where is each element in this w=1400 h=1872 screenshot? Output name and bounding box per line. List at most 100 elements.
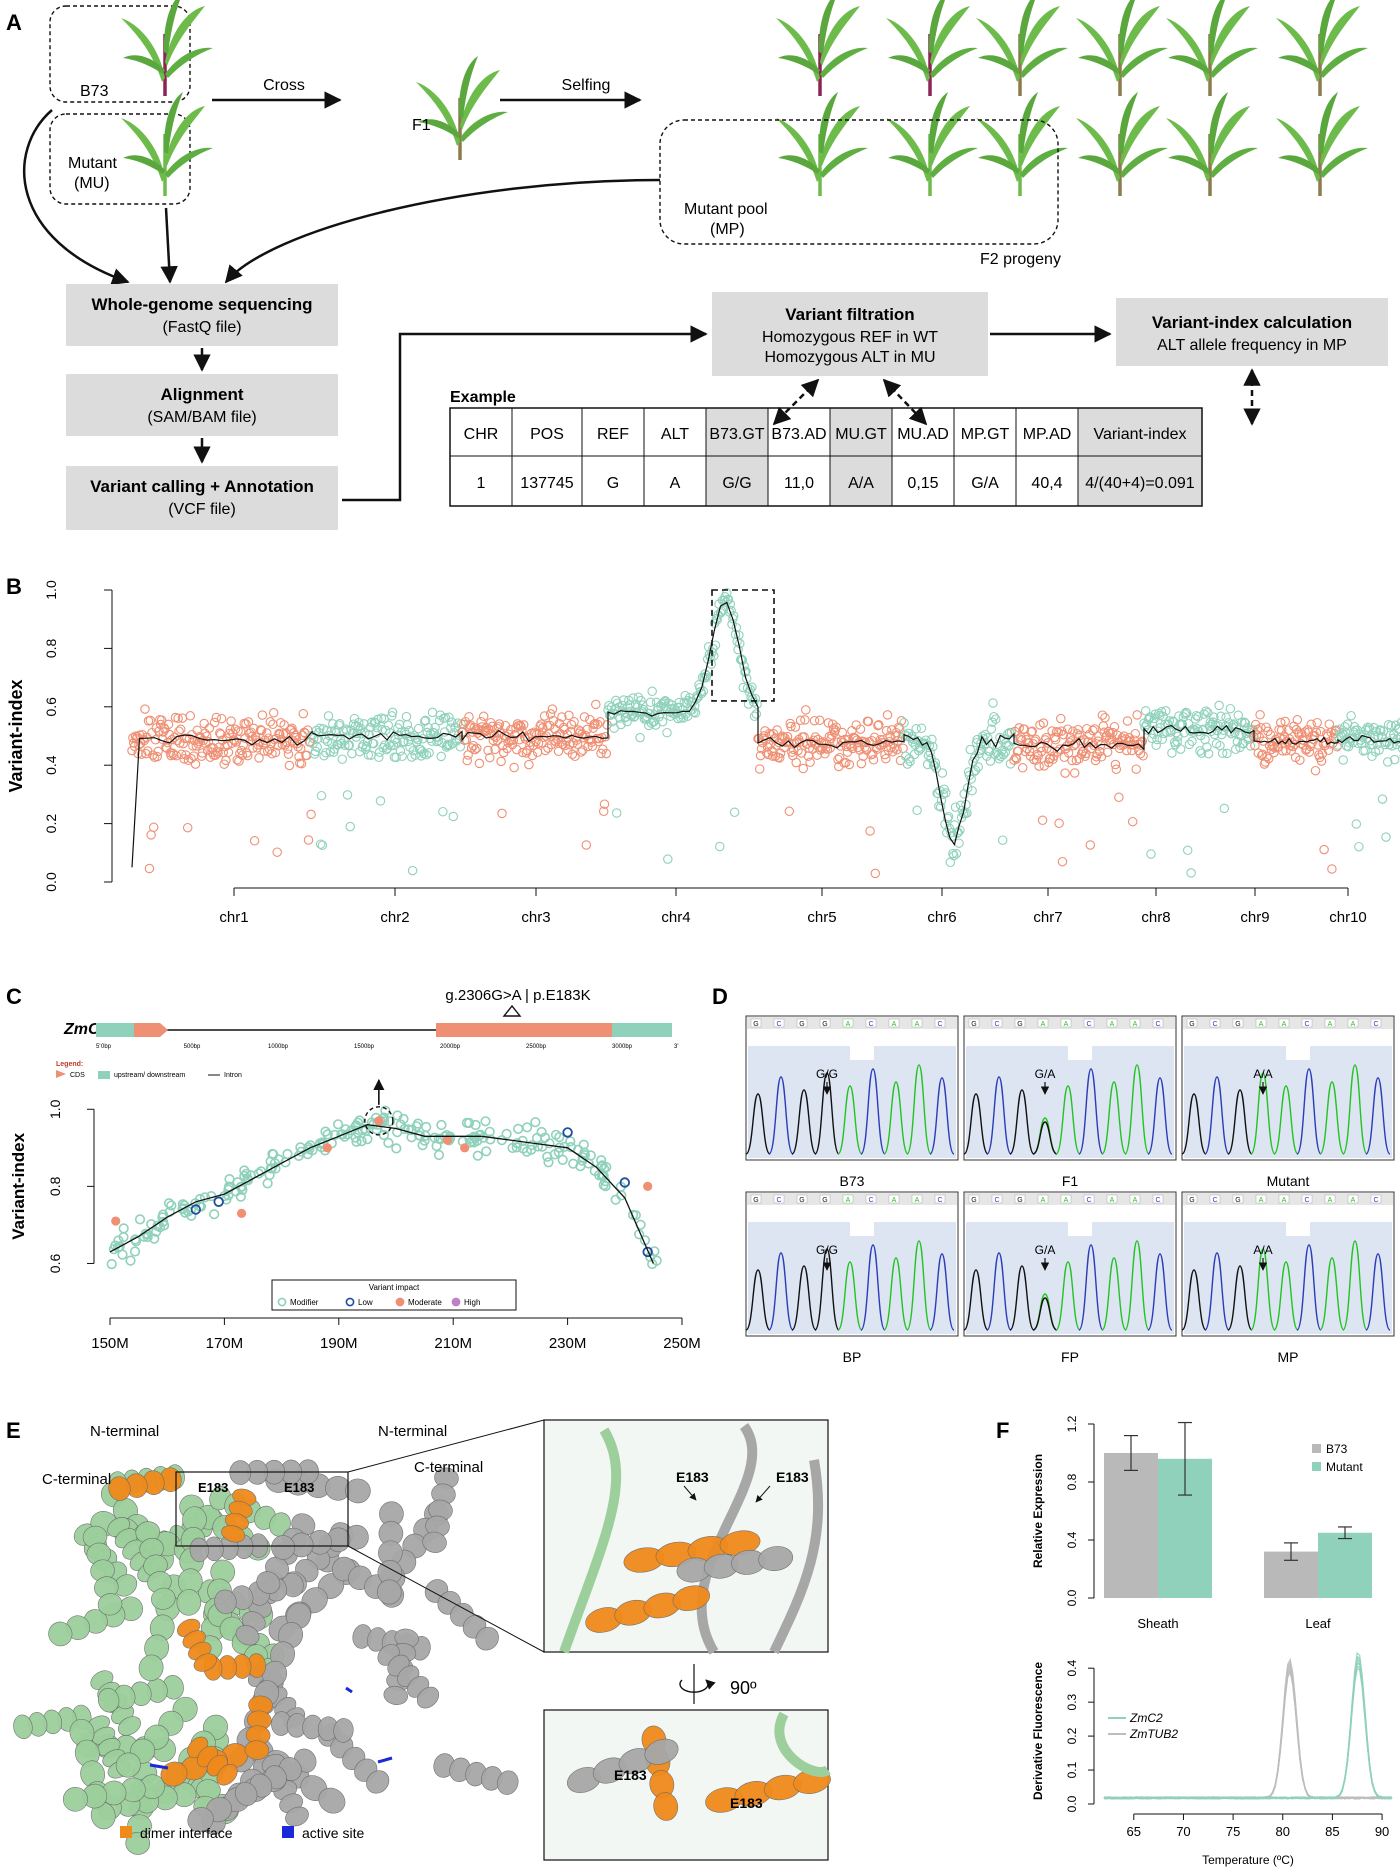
helix-turn: [235, 1625, 260, 1646]
data-point: [249, 836, 260, 846]
data-point: [1138, 751, 1148, 761]
base-call: A: [1259, 1197, 1264, 1204]
data-point: [902, 759, 913, 769]
data-point: [522, 745, 532, 756]
y-tick-label: 0.2: [43, 814, 59, 834]
rotation-arrow: [679, 1679, 716, 1693]
data-point: [533, 738, 544, 749]
data-point: [549, 1149, 560, 1160]
helix-turn: [366, 1770, 390, 1794]
data-point: [1323, 745, 1334, 756]
base-box: [1014, 1018, 1026, 1028]
helix: [585, 1585, 711, 1633]
data-point: [1157, 734, 1168, 745]
data-point: [411, 733, 421, 743]
data-point: [383, 1137, 394, 1148]
data-point: [791, 757, 801, 768]
x-tick-label: 210M: [434, 1335, 472, 1352]
data-point: [600, 732, 611, 742]
f2-plant: [1276, 0, 1368, 96]
data-point: [1182, 708, 1192, 719]
residue-label: E183: [614, 1767, 647, 1783]
data-point: [568, 1158, 579, 1169]
data-point: [988, 698, 998, 708]
data-point: [1182, 845, 1193, 856]
legend-intron-text: Intron: [224, 1072, 242, 1079]
data-point: [1181, 707, 1191, 718]
trace-peak: [963, 1093, 989, 1155]
legend-swatch-active: [282, 1826, 294, 1838]
data-point: [659, 696, 670, 707]
base-box: [934, 1194, 946, 1204]
data-point: [313, 733, 323, 744]
trace-peak: [1342, 1064, 1368, 1155]
base-box: [796, 1018, 808, 1028]
data-point: [828, 724, 839, 734]
data-point: [326, 726, 336, 736]
table-header: B73.AD: [771, 426, 826, 443]
helix-turn: [115, 1752, 141, 1778]
data-point: [873, 720, 883, 731]
helix: [221, 1488, 257, 1543]
data-point: [222, 740, 233, 750]
data-point: [507, 1142, 518, 1154]
trace-peak: [986, 1076, 1012, 1155]
data-point: [125, 1255, 136, 1266]
data-point: [1114, 792, 1124, 803]
data-point: [569, 717, 579, 727]
helix-turn: [176, 1589, 202, 1616]
data-point: [747, 682, 757, 693]
data-point: [733, 644, 743, 655]
legend-swatch: [1312, 1444, 1321, 1453]
data-point: [700, 669, 710, 679]
data-point: [302, 1149, 313, 1160]
helix-turn: [221, 1525, 246, 1543]
base-call: G: [971, 1021, 976, 1028]
data-point: [592, 719, 603, 730]
data-point: [1310, 765, 1321, 776]
helix-turn: [758, 1546, 794, 1571]
step-wgs-box: [66, 284, 338, 346]
base-call: C: [1373, 1197, 1378, 1204]
table-cell: A: [670, 475, 681, 492]
y-tick-label: 0.8: [43, 638, 59, 658]
data-point: [879, 738, 889, 748]
data-point: [1251, 730, 1262, 740]
data-point: [1319, 844, 1329, 855]
data-point: [1304, 747, 1315, 757]
step-wgs-title: Whole-genome sequencing: [91, 295, 312, 314]
data-point: [1145, 712, 1155, 722]
data-point: [508, 735, 519, 746]
data-point: [662, 727, 672, 738]
helix: [705, 1768, 831, 1813]
data-point: [362, 1134, 373, 1145]
data-point: [265, 717, 276, 727]
data-point: [1127, 816, 1138, 827]
data-point: [282, 744, 293, 754]
data-point: [863, 716, 874, 727]
data-point: [1180, 709, 1190, 719]
data-point: [657, 716, 668, 727]
helix: [234, 1748, 317, 1806]
data-point: [298, 708, 309, 719]
data-point: [175, 724, 186, 735]
data-point: [1082, 723, 1092, 734]
data-point: [865, 826, 875, 836]
cds-block: [436, 1023, 612, 1037]
base-call: A: [1282, 1021, 1287, 1028]
data-point: [1062, 724, 1073, 734]
legend-utr-text: upstream/ downstream: [114, 1072, 185, 1079]
base-box: [842, 1194, 854, 1204]
data-point: [899, 718, 909, 728]
data-point: [1109, 721, 1120, 732]
data-point: [547, 704, 558, 714]
base-call: A: [1064, 1021, 1069, 1028]
data-point: [388, 740, 399, 751]
panel-a: A B73 Mutant (MU) Cross F1 Selfing Mutan…: [6, 0, 1388, 530]
data-point: [912, 805, 922, 816]
data-point: [118, 1231, 129, 1243]
gene-model-tick: 500bp: [184, 1044, 201, 1050]
data-point: [417, 1140, 428, 1151]
helix-turn: [244, 1740, 270, 1760]
data-point: [515, 720, 525, 731]
